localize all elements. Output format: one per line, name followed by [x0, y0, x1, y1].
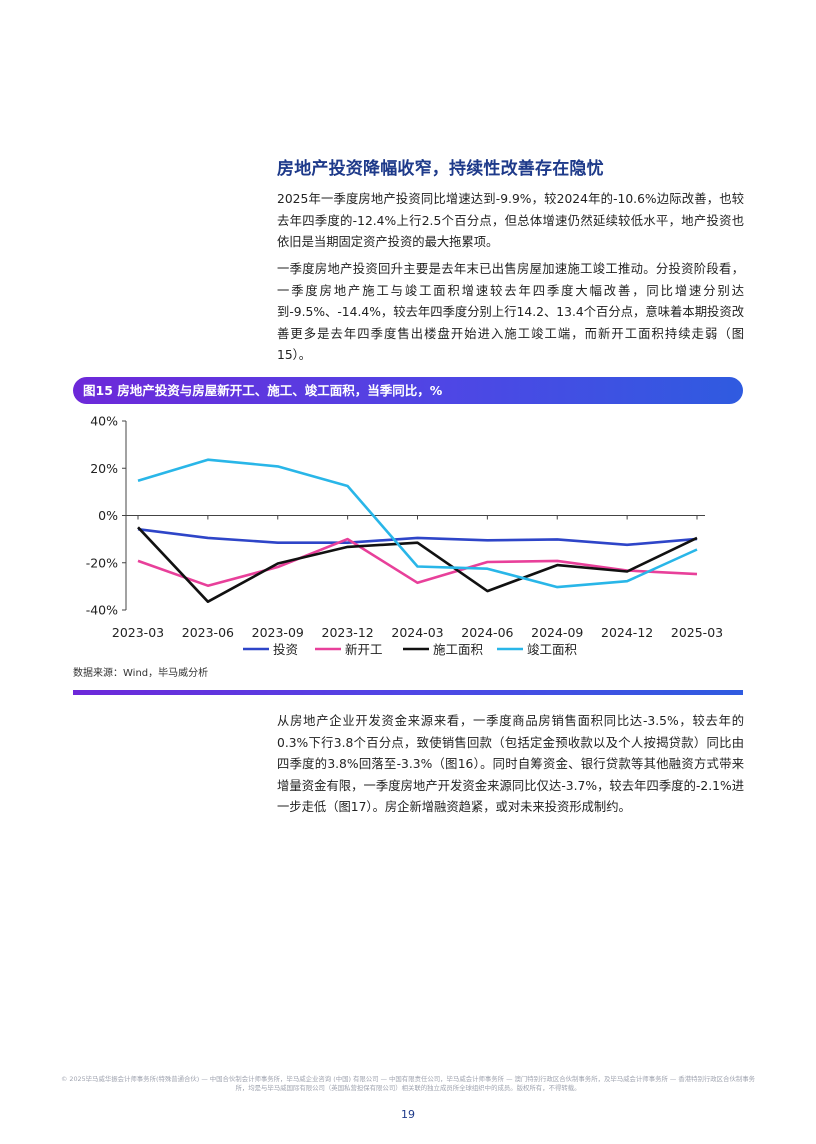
x-tick-label: 2023-03	[112, 625, 164, 640]
x-tick-label: 2024-12	[601, 625, 653, 640]
x-tick-label: 2025-03	[671, 625, 723, 640]
legend-label: 投资	[273, 642, 298, 657]
x-tick-label: 2024-06	[461, 625, 513, 640]
paragraph-1: 2025年一季度房地产投资同比增速达到-9.9%，较2024年的-10.6%边际…	[277, 192, 744, 249]
x-tick-label: 2024-09	[531, 625, 583, 640]
paragraph-3: 从房地产企业开发资金来源来看，一季度商品房销售面积同比达-3.5%，较去年的0.…	[277, 714, 744, 814]
y-tick-label: -40%	[86, 603, 118, 618]
series-line-1	[137, 537, 698, 587]
legend-label: 竣工面积	[527, 642, 577, 657]
x-tick-label: 2023-06	[182, 625, 234, 640]
footer-legal: © 2025毕马威华振会计师事务所(特殊普通合伙) — 中国合伙制会计师事务所，…	[60, 1075, 756, 1092]
section-title: 房地产投资降幅收窄，持续性改善存在隐忧	[277, 159, 604, 179]
y-tick-label: 20%	[90, 461, 118, 476]
y-tick-label: -20%	[86, 555, 118, 570]
series-line-0	[137, 527, 698, 547]
series-line-2	[137, 526, 698, 603]
line-chart: 40% 20% 0% -20% -40% 2023-03 2023-06 2023-09 202…	[86, 414, 723, 658]
paragraph-2: 一季度房地产投资回升主要是去年末已出售房屋加速施工竣工推动。分投资阶段看，一季度…	[277, 262, 744, 362]
legend-label: 施工面积	[433, 642, 483, 657]
y-tick-label: 0%	[98, 508, 118, 523]
legend-label: 新开工	[345, 642, 383, 657]
x-tick-label: 2024-03	[391, 625, 443, 640]
figure-source: 数据来源：Wind，毕马威分析	[73, 668, 209, 679]
x-tick-label: 2023-12	[322, 625, 374, 640]
figure-title-banner: 图15 房地产投资与房屋新开工、施工、竣工面积，当季同比，%	[73, 377, 743, 404]
section-divider	[73, 690, 743, 695]
y-tick-label: 40%	[90, 414, 118, 429]
x-tick-label: 2023-09	[252, 625, 304, 640]
series-line-3	[137, 458, 698, 589]
page-number: 19	[401, 1108, 415, 1121]
